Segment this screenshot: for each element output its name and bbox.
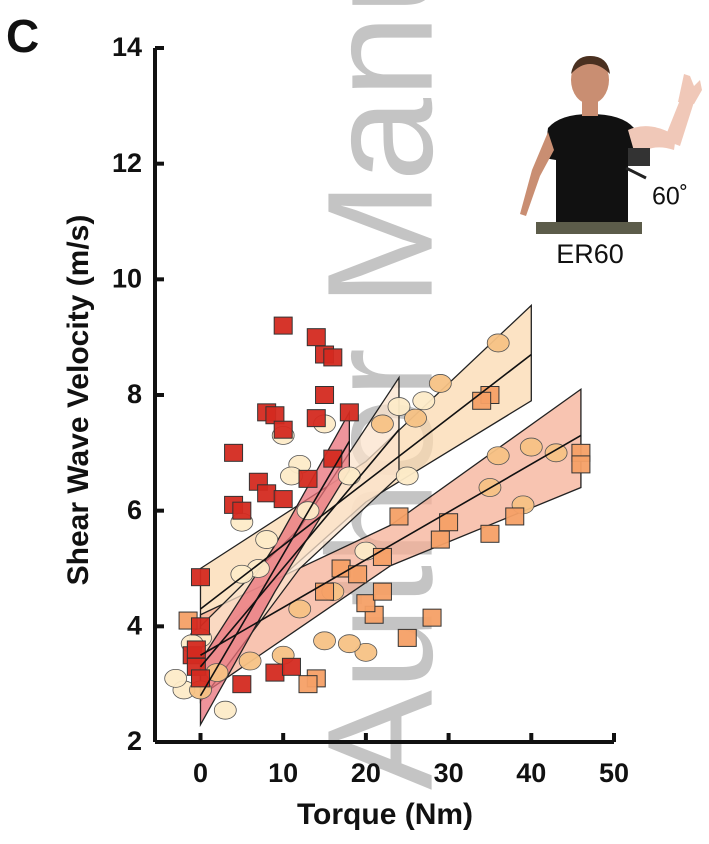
square-point (298, 675, 318, 694)
circle-point (238, 651, 262, 671)
circle-point (519, 437, 543, 457)
square-point (339, 403, 359, 422)
circle-point (486, 333, 510, 353)
inset-position: ER60 (556, 239, 624, 269)
circle-point (354, 642, 378, 662)
inset-torso (544, 114, 640, 222)
x-tick-label: 40 (516, 758, 546, 788)
inset-neck (582, 100, 598, 116)
y-tick-label: 14 (112, 32, 142, 62)
circle-point (313, 631, 336, 651)
square-point (480, 524, 500, 543)
square-point (273, 490, 293, 509)
square-point (224, 443, 244, 462)
circle-point (230, 564, 254, 584)
fit-line (199, 353, 532, 610)
x-tick-label: 10 (268, 758, 298, 788)
square-point (190, 617, 210, 636)
circle-point (395, 466, 419, 486)
square-point (397, 628, 417, 647)
circle-point (544, 443, 568, 463)
square-point (422, 608, 442, 627)
y-tick-label: 8 (127, 379, 142, 409)
square-point (232, 675, 252, 694)
square-point (323, 348, 343, 367)
square-point (190, 568, 210, 587)
inset-hand (678, 74, 702, 104)
y-tick-label: 2 (127, 726, 142, 756)
circle-point (164, 668, 188, 688)
circle-point (412, 391, 436, 411)
inset-angle-line (625, 166, 647, 180)
square-point (571, 455, 591, 474)
square-point (232, 501, 252, 520)
square-point (356, 594, 376, 613)
fit-line (199, 440, 351, 697)
inset-hair (571, 56, 610, 74)
square-point (273, 316, 293, 335)
square-point (348, 565, 368, 584)
circle-point (337, 634, 361, 654)
y-axis-label: Shear Wave Velocity (m/s) (62, 215, 95, 586)
square-point (306, 409, 326, 428)
inset-head (571, 56, 609, 104)
circle-point (428, 374, 452, 393)
fit-line (200, 434, 582, 656)
square-point (190, 669, 210, 688)
square-point (505, 507, 525, 526)
circle-point (213, 700, 237, 720)
inset-forearm (664, 100, 694, 146)
square-point (281, 657, 301, 676)
square-point (389, 507, 409, 526)
circle-point (288, 599, 312, 619)
square-point (273, 420, 293, 439)
square-point (298, 469, 318, 488)
inset-angle: 60˚ (652, 183, 688, 211)
inset-table (536, 222, 642, 234)
x-tick-label: 0 (193, 758, 208, 788)
circle-point (371, 414, 394, 434)
circle-point (486, 446, 510, 466)
x-tick-label: 30 (434, 758, 464, 788)
square-point (315, 386, 335, 404)
x-tick-label: 20 (351, 758, 381, 788)
inset-device (628, 148, 650, 166)
y-tick-label: 6 (127, 495, 142, 525)
square-point (439, 513, 459, 532)
circle-point (337, 466, 361, 486)
circle-point (404, 408, 427, 428)
square-point (430, 530, 450, 549)
fit-line (199, 429, 400, 668)
square-point (472, 391, 492, 410)
inset-left-arm (520, 132, 554, 216)
x-axis-label: Torque (Nm) (297, 798, 473, 831)
square-point (265, 663, 285, 682)
panel-label: C (6, 10, 39, 62)
square-point (257, 484, 277, 503)
plot-area (164, 303, 591, 728)
inset: 60˚ ER60 (520, 56, 702, 269)
y-tick-label: 4 (127, 610, 142, 640)
y-tick-label: 10 (112, 263, 142, 293)
square-point (315, 582, 335, 601)
x-tick-label: 50 (599, 758, 629, 788)
square-point (306, 328, 326, 347)
circle-point (387, 397, 411, 416)
square-point (372, 582, 392, 601)
circle-point (255, 530, 279, 549)
y-tick-label: 12 (112, 148, 142, 178)
square-point (186, 640, 206, 659)
